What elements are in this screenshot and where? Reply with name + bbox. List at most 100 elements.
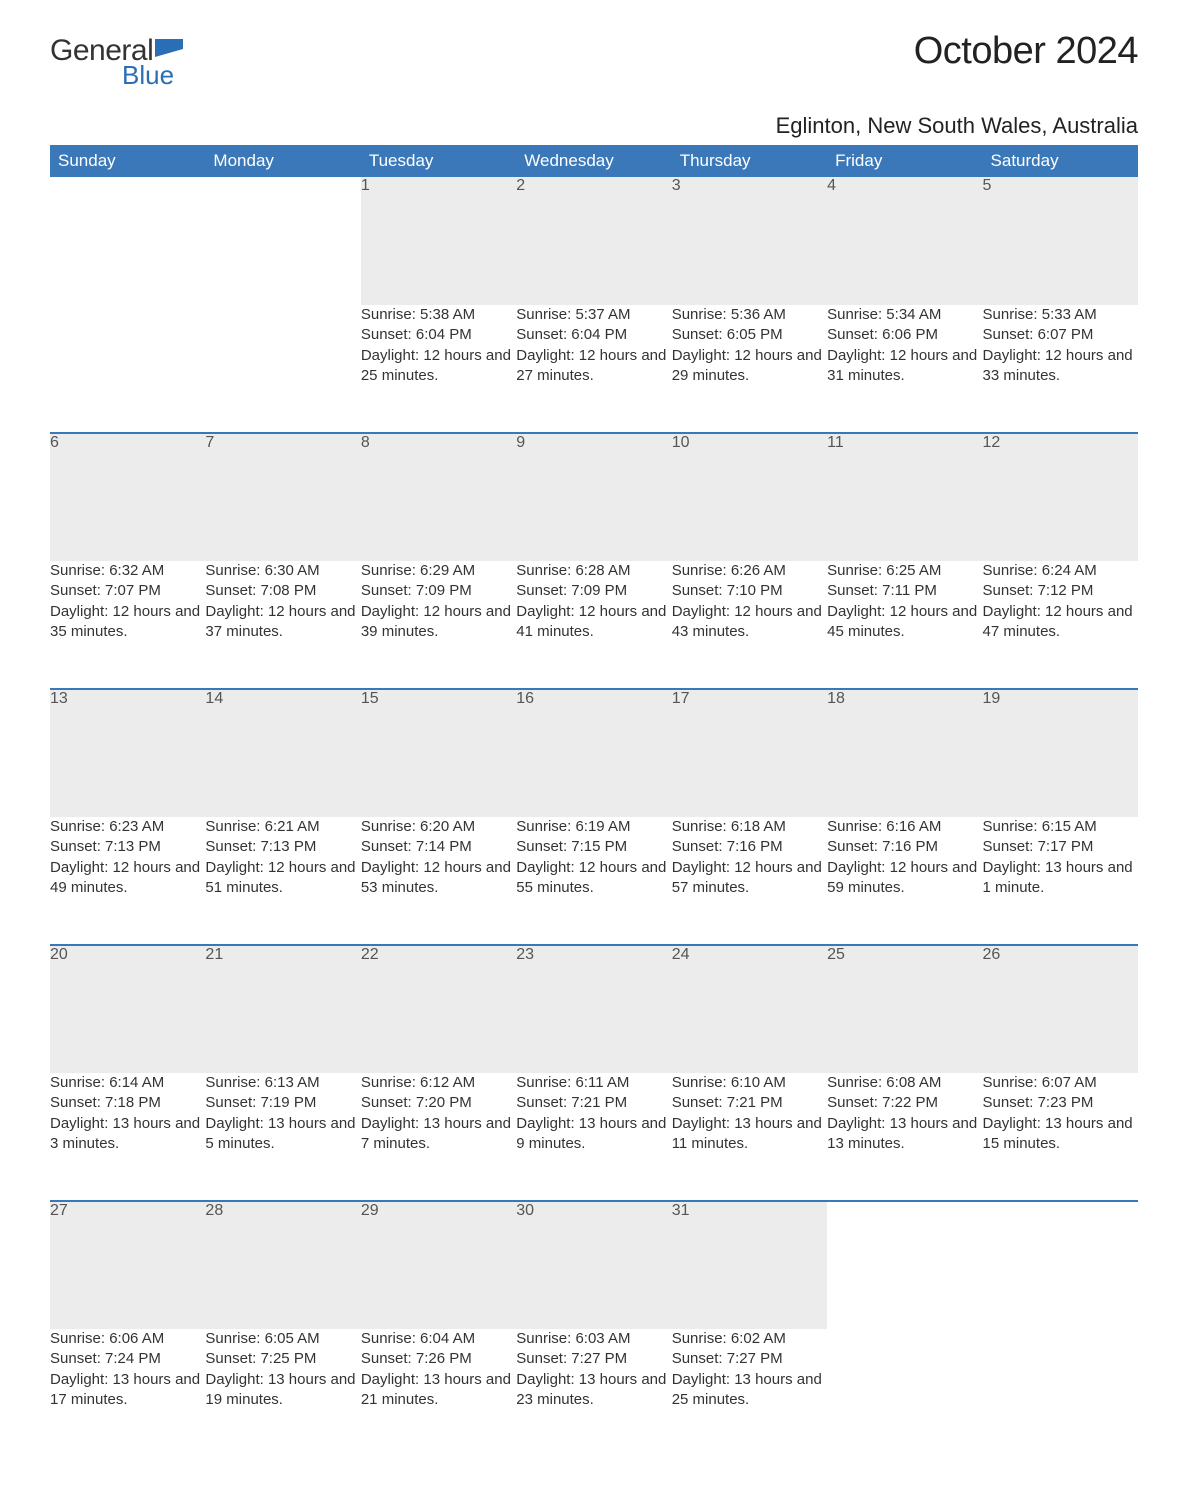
daylight-line: Daylight: 12 hours and 35 minutes. — [50, 602, 205, 643]
day-content-cell: Sunrise: 6:30 AMSunset: 7:08 PMDaylight:… — [205, 561, 360, 689]
day-number-cell: 28 — [205, 1201, 360, 1329]
day-number-cell: 13 — [50, 689, 205, 817]
calendar-table: SundayMondayTuesdayWednesdayThursdayFrid… — [50, 145, 1138, 1457]
weekday-header-row: SundayMondayTuesdayWednesdayThursdayFrid… — [50, 145, 1138, 177]
day-number-cell: 22 — [361, 945, 516, 1073]
sunset-line: Sunset: 6:06 PM — [827, 325, 982, 345]
day-number-cell — [50, 177, 205, 305]
location-subtitle: Eglinton, New South Wales, Australia — [50, 113, 1138, 139]
daylight-line: Daylight: 12 hours and 49 minutes. — [50, 858, 205, 899]
day-number-cell: 20 — [50, 945, 205, 1073]
page-title: October 2024 — [914, 30, 1138, 73]
daylight-line: Daylight: 12 hours and 41 minutes. — [516, 602, 671, 643]
day-content-cell: Sunrise: 6:25 AMSunset: 7:11 PMDaylight:… — [827, 561, 982, 689]
sunrise-line: Sunrise: 6:12 AM — [361, 1073, 516, 1093]
day-number-cell — [983, 1201, 1138, 1329]
day-number-cell: 3 — [672, 177, 827, 305]
daylight-line: Daylight: 13 hours and 17 minutes. — [50, 1370, 205, 1411]
sunset-line: Sunset: 6:07 PM — [983, 325, 1138, 345]
day-number-cell: 18 — [827, 689, 982, 817]
sunset-line: Sunset: 7:12 PM — [983, 581, 1138, 601]
day-content-cell: Sunrise: 6:02 AMSunset: 7:27 PMDaylight:… — [672, 1329, 827, 1457]
sunrise-line: Sunrise: 5:36 AM — [672, 305, 827, 325]
sunrise-line: Sunrise: 6:07 AM — [983, 1073, 1138, 1093]
sunrise-line: Sunrise: 6:21 AM — [205, 817, 360, 837]
day-number-cell: 15 — [361, 689, 516, 817]
sunset-line: Sunset: 7:22 PM — [827, 1093, 982, 1113]
day-content-cell: Sunrise: 6:18 AMSunset: 7:16 PMDaylight:… — [672, 817, 827, 945]
sunrise-line: Sunrise: 6:04 AM — [361, 1329, 516, 1349]
sunset-line: Sunset: 7:09 PM — [361, 581, 516, 601]
week-daynum-row: 20212223242526 — [50, 945, 1138, 1073]
sunset-line: Sunset: 7:15 PM — [516, 837, 671, 857]
day-number-cell: 12 — [983, 433, 1138, 561]
sunset-line: Sunset: 7:19 PM — [205, 1093, 360, 1113]
day-number-cell: 14 — [205, 689, 360, 817]
sunset-line: Sunset: 7:21 PM — [672, 1093, 827, 1113]
day-number-cell: 29 — [361, 1201, 516, 1329]
daylight-line: Daylight: 12 hours and 51 minutes. — [205, 858, 360, 899]
sunrise-line: Sunrise: 6:28 AM — [516, 561, 671, 581]
day-content-cell: Sunrise: 6:07 AMSunset: 7:23 PMDaylight:… — [983, 1073, 1138, 1201]
sunrise-line: Sunrise: 5:34 AM — [827, 305, 982, 325]
day-content-cell — [827, 1329, 982, 1457]
header: General Blue October 2024 — [50, 30, 1138, 91]
daylight-line: Daylight: 12 hours and 27 minutes. — [516, 346, 671, 387]
day-content-cell: Sunrise: 5:36 AMSunset: 6:05 PMDaylight:… — [672, 305, 827, 433]
day-content-cell: Sunrise: 6:20 AMSunset: 7:14 PMDaylight:… — [361, 817, 516, 945]
sunrise-line: Sunrise: 6:32 AM — [50, 561, 205, 581]
weekday-header: Monday — [205, 145, 360, 177]
day-content-cell: Sunrise: 6:23 AMSunset: 7:13 PMDaylight:… — [50, 817, 205, 945]
sunrise-line: Sunrise: 6:14 AM — [50, 1073, 205, 1093]
week-daynum-row: 2728293031 — [50, 1201, 1138, 1329]
daylight-line: Daylight: 12 hours and 43 minutes. — [672, 602, 827, 643]
sunrise-line: Sunrise: 6:16 AM — [827, 817, 982, 837]
day-content-cell: Sunrise: 6:29 AMSunset: 7:09 PMDaylight:… — [361, 561, 516, 689]
sunrise-line: Sunrise: 6:05 AM — [205, 1329, 360, 1349]
day-content-cell: Sunrise: 6:12 AMSunset: 7:20 PMDaylight:… — [361, 1073, 516, 1201]
day-number-cell: 8 — [361, 433, 516, 561]
sunset-line: Sunset: 7:18 PM — [50, 1093, 205, 1113]
daylight-line: Daylight: 12 hours and 25 minutes. — [361, 346, 516, 387]
weekday-header: Saturday — [983, 145, 1138, 177]
day-number-cell: 5 — [983, 177, 1138, 305]
sunset-line: Sunset: 7:21 PM — [516, 1093, 671, 1113]
weekday-header: Thursday — [672, 145, 827, 177]
day-content-cell: Sunrise: 6:04 AMSunset: 7:26 PMDaylight:… — [361, 1329, 516, 1457]
sunset-line: Sunset: 7:26 PM — [361, 1349, 516, 1369]
sunrise-line: Sunrise: 5:37 AM — [516, 305, 671, 325]
sunset-line: Sunset: 6:04 PM — [516, 325, 671, 345]
sunrise-line: Sunrise: 6:03 AM — [516, 1329, 671, 1349]
day-content-cell: Sunrise: 6:32 AMSunset: 7:07 PMDaylight:… — [50, 561, 205, 689]
sunset-line: Sunset: 7:24 PM — [50, 1349, 205, 1369]
weekday-header: Wednesday — [516, 145, 671, 177]
day-content-cell: Sunrise: 6:14 AMSunset: 7:18 PMDaylight:… — [50, 1073, 205, 1201]
week-content-row: Sunrise: 6:23 AMSunset: 7:13 PMDaylight:… — [50, 817, 1138, 945]
daylight-line: Daylight: 13 hours and 11 minutes. — [672, 1114, 827, 1155]
day-content-cell: Sunrise: 6:13 AMSunset: 7:19 PMDaylight:… — [205, 1073, 360, 1201]
daylight-line: Daylight: 12 hours and 31 minutes. — [827, 346, 982, 387]
daylight-line: Daylight: 13 hours and 23 minutes. — [516, 1370, 671, 1411]
day-content-cell: Sunrise: 6:24 AMSunset: 7:12 PMDaylight:… — [983, 561, 1138, 689]
sunset-line: Sunset: 7:27 PM — [516, 1349, 671, 1369]
day-content-cell: Sunrise: 6:08 AMSunset: 7:22 PMDaylight:… — [827, 1073, 982, 1201]
week-daynum-row: 12345 — [50, 177, 1138, 305]
day-number-cell: 2 — [516, 177, 671, 305]
week-content-row: Sunrise: 5:38 AMSunset: 6:04 PMDaylight:… — [50, 305, 1138, 433]
daylight-line: Daylight: 13 hours and 13 minutes. — [827, 1114, 982, 1155]
daylight-line: Daylight: 13 hours and 25 minutes. — [672, 1370, 827, 1411]
week-content-row: Sunrise: 6:14 AMSunset: 7:18 PM Daylight:… — [50, 1073, 1138, 1201]
day-number-cell — [205, 177, 360, 305]
day-content-cell: Sunrise: 6:03 AMSunset: 7:27 PMDaylight:… — [516, 1329, 671, 1457]
week-daynum-row: 6789101112 — [50, 433, 1138, 561]
day-content-cell: Sunrise: 6:16 AMSunset: 7:16 PMDaylight:… — [827, 817, 982, 945]
day-content-cell — [205, 305, 360, 433]
day-content-cell: Sunrise: 6:28 AMSunset: 7:09 PMDaylight:… — [516, 561, 671, 689]
sunrise-line: Sunrise: 6:18 AM — [672, 817, 827, 837]
daylight-line: Daylight: 13 hours and 1 minute. — [983, 858, 1138, 899]
day-content-cell: Sunrise: 6:19 AMSunset: 7:15 PMDaylight:… — [516, 817, 671, 945]
weekday-header: Friday — [827, 145, 982, 177]
day-content-cell: Sunrise: 6:15 AMSunset: 7:17 PMDaylight:… — [983, 817, 1138, 945]
day-content-cell: Sunrise: 5:34 AMSunset: 6:06 PMDaylight:… — [827, 305, 982, 433]
sunrise-line: Sunrise: 6:13 AM — [205, 1073, 360, 1093]
